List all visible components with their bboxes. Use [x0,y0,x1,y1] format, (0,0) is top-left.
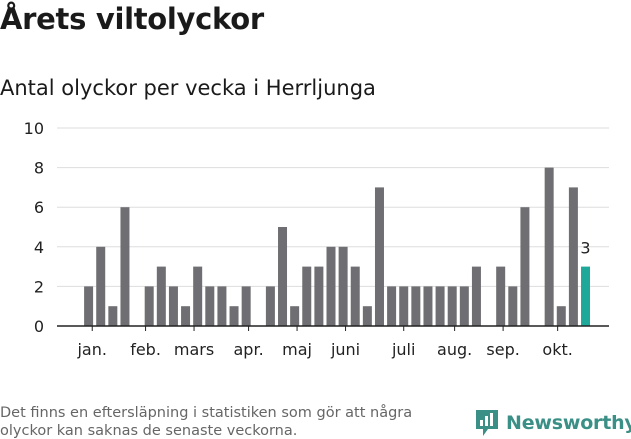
x-axis-month-ticks: jan. feb. mars apr. maj juni juli aug. sep. okt. [76,326,573,359]
x-tick-label: juni [330,340,360,359]
bar [193,266,203,326]
bar [544,167,554,326]
bar [181,306,191,326]
bar [302,266,312,326]
bar [290,306,300,326]
bar [459,286,469,326]
y-tick-label: 2 [34,277,44,296]
x-tick-label: juli [391,340,415,359]
bar [265,286,275,326]
x-tick-label: sep. [486,340,519,359]
bar-highlight [581,266,591,326]
bar [326,246,336,326]
bar [447,286,457,326]
bar [229,306,239,326]
y-tick-label: 8 [34,159,44,178]
x-tick-label: okt. [542,340,572,359]
x-tick-label: maj [282,340,312,359]
bar [314,266,324,326]
bar [241,286,251,326]
newsworthy-brand: Newsworthy [474,408,631,438]
y-axis-tick-labels: 0 2 4 6 8 10 [24,119,44,336]
y-tick-label: 6 [34,198,44,217]
x-tick-label: jan. [76,340,106,359]
bar [556,306,566,326]
bar [156,266,166,326]
bar [471,266,481,326]
bar [217,286,227,326]
x-tick-label: feb. [130,340,161,359]
bar [84,286,94,326]
bar [520,207,530,326]
x-tick-label: aug. [437,340,472,359]
bar [399,286,409,326]
chart-title: Årets viltolyckor [0,2,264,36]
newsworthy-brand-name: Newsworthy [506,412,631,434]
bar [362,306,372,326]
y-tick-label: 10 [24,119,44,138]
bar [338,246,348,326]
bar [168,286,178,326]
weekly-accidents-bar-chart: 0 2 4 6 8 10 jan. feb. mars apr. maj juni juli aug. s… [24,119,609,359]
bar [144,286,154,326]
bar [205,286,215,326]
bar [496,266,506,326]
newsworthy-logo-icon [476,410,498,436]
last-week-value-label: 3 [580,239,590,258]
x-tick-label: apr. [234,340,264,359]
bar [411,286,421,326]
bar [108,306,118,326]
y-tick-label: 0 [34,317,44,336]
bar [387,286,397,326]
bar [508,286,518,326]
bar [374,187,384,326]
bar [120,207,130,326]
y-tick-label: 4 [34,238,44,257]
bar [350,266,360,326]
bar [435,286,445,326]
bar [423,286,433,326]
chart-subtitle: Antal olyckor per vecka i Herrljunga [0,76,376,100]
x-tick-label: mars [174,340,214,359]
data-lag-footnote: Det finns en eftersläpning i statistiken… [0,405,413,439]
bar [278,227,288,326]
bar [568,187,578,326]
bar [96,246,106,326]
bars [84,167,591,326]
